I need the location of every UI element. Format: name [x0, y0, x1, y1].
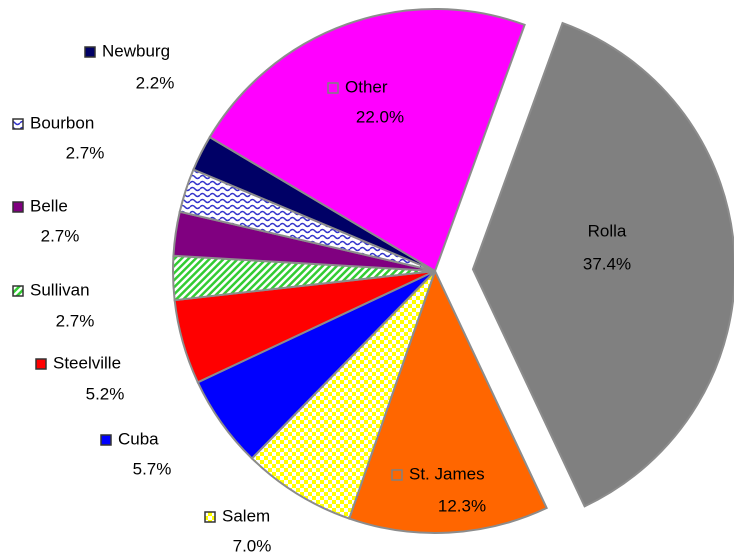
value-label: 5.7%	[133, 459, 172, 478]
slice-label: Cuba	[118, 429, 159, 448]
slice-label: Other	[345, 77, 388, 96]
value-label: 2.7%	[56, 311, 95, 330]
slice-label: Sullivan	[30, 280, 90, 299]
pie-slice	[208, 8, 526, 273]
slice-label: Salem	[222, 506, 270, 525]
pie-slice	[250, 270, 436, 520]
slice-label: St. James	[409, 464, 485, 483]
value-label: 2.2%	[136, 73, 175, 92]
legend-key	[35, 358, 47, 370]
slice-label: Steelville	[53, 353, 121, 372]
slice-label: Rolla	[588, 221, 627, 240]
legend-key	[12, 201, 24, 213]
legend-key	[327, 82, 339, 94]
pie-slice	[348, 268, 548, 534]
legend-key	[84, 46, 96, 58]
legend-key	[12, 118, 24, 130]
pie-slice	[471, 21, 734, 508]
value-label: 2.7%	[41, 226, 80, 245]
value-label: 7.0%	[233, 536, 272, 555]
value-label: 2.7%	[66, 143, 105, 162]
value-label: 22.0%	[356, 107, 404, 126]
slice-label: Belle	[30, 196, 68, 215]
legend-key	[204, 511, 216, 523]
value-label: 37.4%	[583, 254, 631, 273]
slice-label: Newburg	[102, 41, 170, 60]
value-label: 12.3%	[438, 496, 486, 515]
legend-key	[391, 469, 403, 481]
slice-label: Bourbon	[30, 113, 94, 132]
legend-key	[100, 434, 112, 446]
value-label: 5.2%	[86, 384, 125, 403]
legend-key	[12, 285, 24, 297]
